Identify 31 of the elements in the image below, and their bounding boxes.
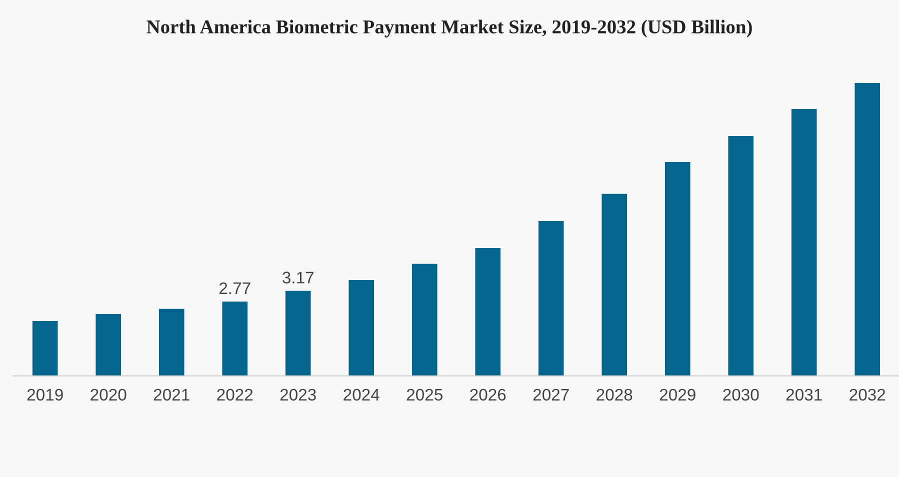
x-tick-label: 2027 <box>533 388 569 401</box>
x-tick-label: 2024 <box>344 388 380 401</box>
bar <box>222 302 248 376</box>
bar <box>791 108 817 376</box>
bar <box>602 194 628 376</box>
x-tick-label: 2025 <box>406 388 442 401</box>
x-tick-label: 2020 <box>90 388 126 401</box>
x-tick-label: 2028 <box>596 388 632 401</box>
bar <box>285 290 311 376</box>
bar <box>728 136 754 376</box>
bar <box>538 220 564 376</box>
x-tick-label: 2019 <box>27 388 63 401</box>
x-tick-label: 2023 <box>280 388 316 401</box>
x-tick-label: 2022 <box>217 388 253 401</box>
bar <box>32 320 58 376</box>
x-tick-label: 2032 <box>850 388 886 401</box>
x-tick-label: 2029 <box>660 388 696 401</box>
data-label: 2.77 <box>219 282 250 294</box>
bar <box>475 248 501 376</box>
bar <box>412 264 438 376</box>
bar <box>348 280 374 376</box>
bar <box>854 83 880 376</box>
x-tick-label: 2026 <box>470 388 506 401</box>
bar <box>158 308 184 376</box>
bar <box>96 314 122 376</box>
x-tick-label: 2021 <box>154 388 190 401</box>
x-tick-label: 2031 <box>786 388 822 401</box>
chart-title: North America Biometric Payment Market Size, 2019-2032 (USD Billion) <box>146 20 752 38</box>
data-label: 3.17 <box>282 272 314 284</box>
x-tick-label: 2030 <box>723 388 759 401</box>
bar <box>664 162 690 376</box>
